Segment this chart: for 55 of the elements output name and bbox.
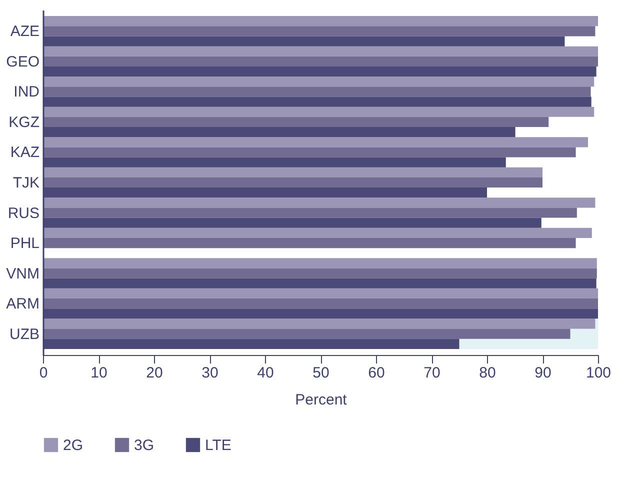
bar [43, 16, 598, 26]
bar [43, 298, 598, 309]
x-tick-label: 40 [257, 364, 274, 382]
y-tick-label: AZE [10, 23, 40, 40]
bar [43, 56, 598, 66]
x-tick-label: 30 [202, 364, 218, 382]
y-tick-label: TJK [12, 174, 40, 192]
bar [43, 188, 487, 198]
x-tick-label: 90 [534, 364, 552, 382]
bar [43, 127, 516, 138]
bar [43, 218, 542, 228]
x-tick-label: 70 [424, 364, 440, 382]
bar [43, 147, 576, 158]
bar [43, 76, 594, 87]
y-tick-label: UZB [10, 326, 40, 343]
bar [43, 228, 592, 238]
x-tick-label: 10 [90, 364, 108, 382]
bar [43, 106, 594, 117]
bar [43, 116, 549, 128]
x-tick-label: 50 [312, 364, 330, 382]
x-tick-label: 80 [479, 364, 496, 382]
legend-label: LTE [205, 437, 232, 454]
bar [43, 157, 506, 168]
bar [43, 338, 460, 349]
y-tick-label: RUS [8, 204, 40, 222]
x-tick-label: 20 [146, 364, 163, 382]
bar [43, 66, 596, 77]
bar [43, 137, 588, 148]
y-tick-label: PHL [10, 235, 40, 252]
legend-label: 3G [134, 437, 154, 454]
y-tick-label: GEO [6, 53, 40, 70]
bar [43, 288, 598, 299]
y-tick-label: KGZ [8, 114, 40, 131]
bar [43, 258, 597, 268]
bar [43, 86, 591, 97]
x-tick-label: 0 [39, 364, 48, 382]
y-tick-label: KAZ [10, 144, 40, 162]
bar [43, 198, 596, 208]
x-tick-label: 100 [586, 364, 612, 382]
legend-label: 2G [63, 437, 84, 454]
bar [43, 268, 597, 278]
y-tick-label: IND [14, 84, 40, 101]
y-tick-label: ARM [6, 296, 40, 313]
bar [43, 36, 565, 46]
bar [43, 167, 542, 178]
x-tick-label: 60 [368, 364, 385, 382]
x-axis-title: Percent [295, 392, 348, 408]
y-tick-label: VNM [6, 265, 40, 282]
bar [43, 26, 596, 36]
bar [43, 177, 542, 188]
bar [43, 238, 576, 248]
bar [43, 208, 577, 218]
bar [43, 96, 592, 107]
bar [43, 46, 598, 56]
bar [43, 278, 596, 288]
